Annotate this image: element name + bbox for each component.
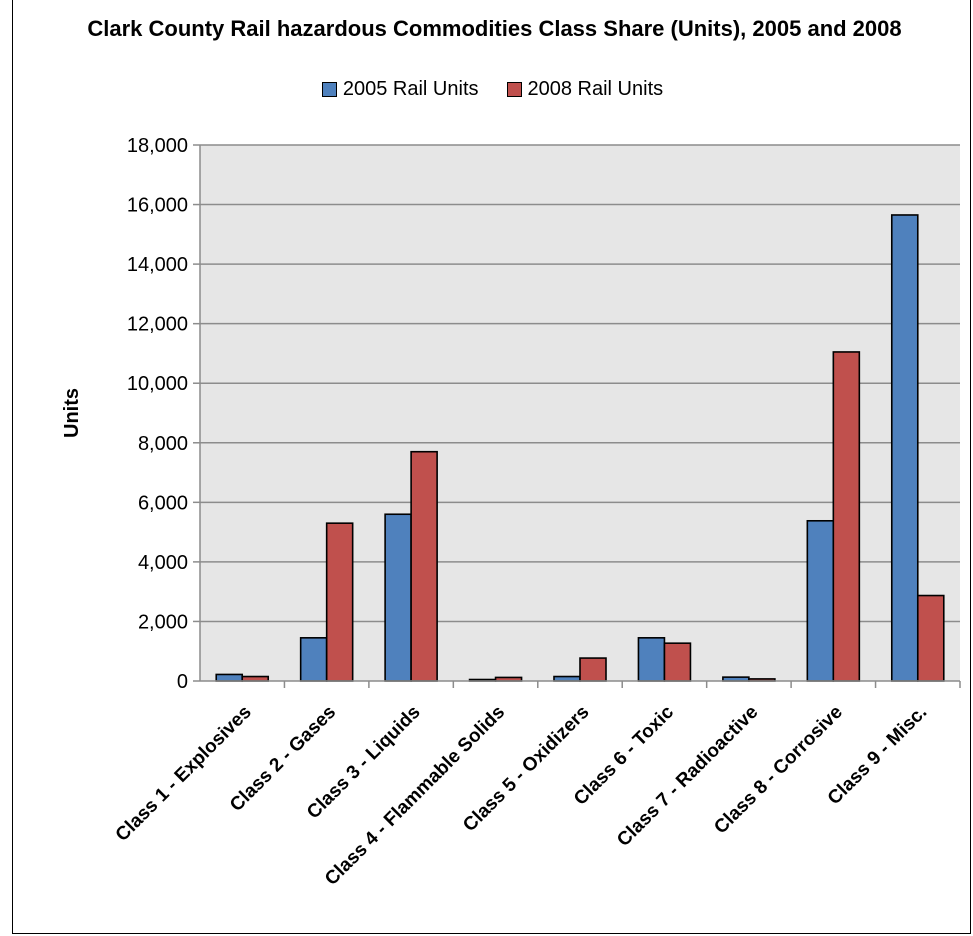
bar [579, 657, 607, 682]
bar [410, 450, 438, 682]
y-tick-label: 14,000 [127, 254, 188, 276]
bar [384, 513, 412, 682]
legend-swatch-2005 [321, 82, 337, 97]
y-tick-label: 8,000 [138, 433, 188, 455]
legend-label-2008: 2008 Rail Units [527, 78, 664, 100]
y-axis-label: Units [61, 388, 83, 438]
legend-swatch-2008 [506, 82, 522, 97]
bar [663, 642, 692, 682]
y-tick-label: 2,000 [138, 611, 188, 633]
bar [806, 519, 835, 682]
legend-item-2005: 2005 Rail Units [321, 78, 479, 101]
legend: 2005 Rail Units 2008 Rail Units [13, 78, 972, 101]
bar [890, 214, 919, 682]
y-tick-label: 0 [177, 671, 188, 693]
y-tick-label: 10,000 [127, 373, 188, 395]
y-tick-label: 16,000 [127, 195, 188, 217]
legend-item-2008: 2008 Rail Units [506, 78, 664, 101]
bar [299, 637, 328, 682]
bar [325, 522, 354, 682]
chart-title: Clark County Rail hazardous Commodities … [87, 16, 902, 41]
x-tick-label: Class 4 - Flammable Solids [321, 702, 509, 890]
bar [637, 637, 666, 682]
legend-label-2005: 2005 Rail Units [342, 78, 479, 100]
x-tick-label: Class 7 - Radioactive [613, 702, 762, 851]
bar [832, 351, 861, 682]
x-tick-label: Class 1 - Explosives [112, 702, 256, 846]
y-tick-label: 12,000 [127, 314, 188, 336]
y-tick-label: 18,000 [127, 135, 188, 157]
y-tick-label: 6,000 [138, 492, 188, 514]
y-tick-label: 4,000 [138, 552, 188, 574]
bar [215, 673, 244, 682]
bar [916, 594, 945, 682]
